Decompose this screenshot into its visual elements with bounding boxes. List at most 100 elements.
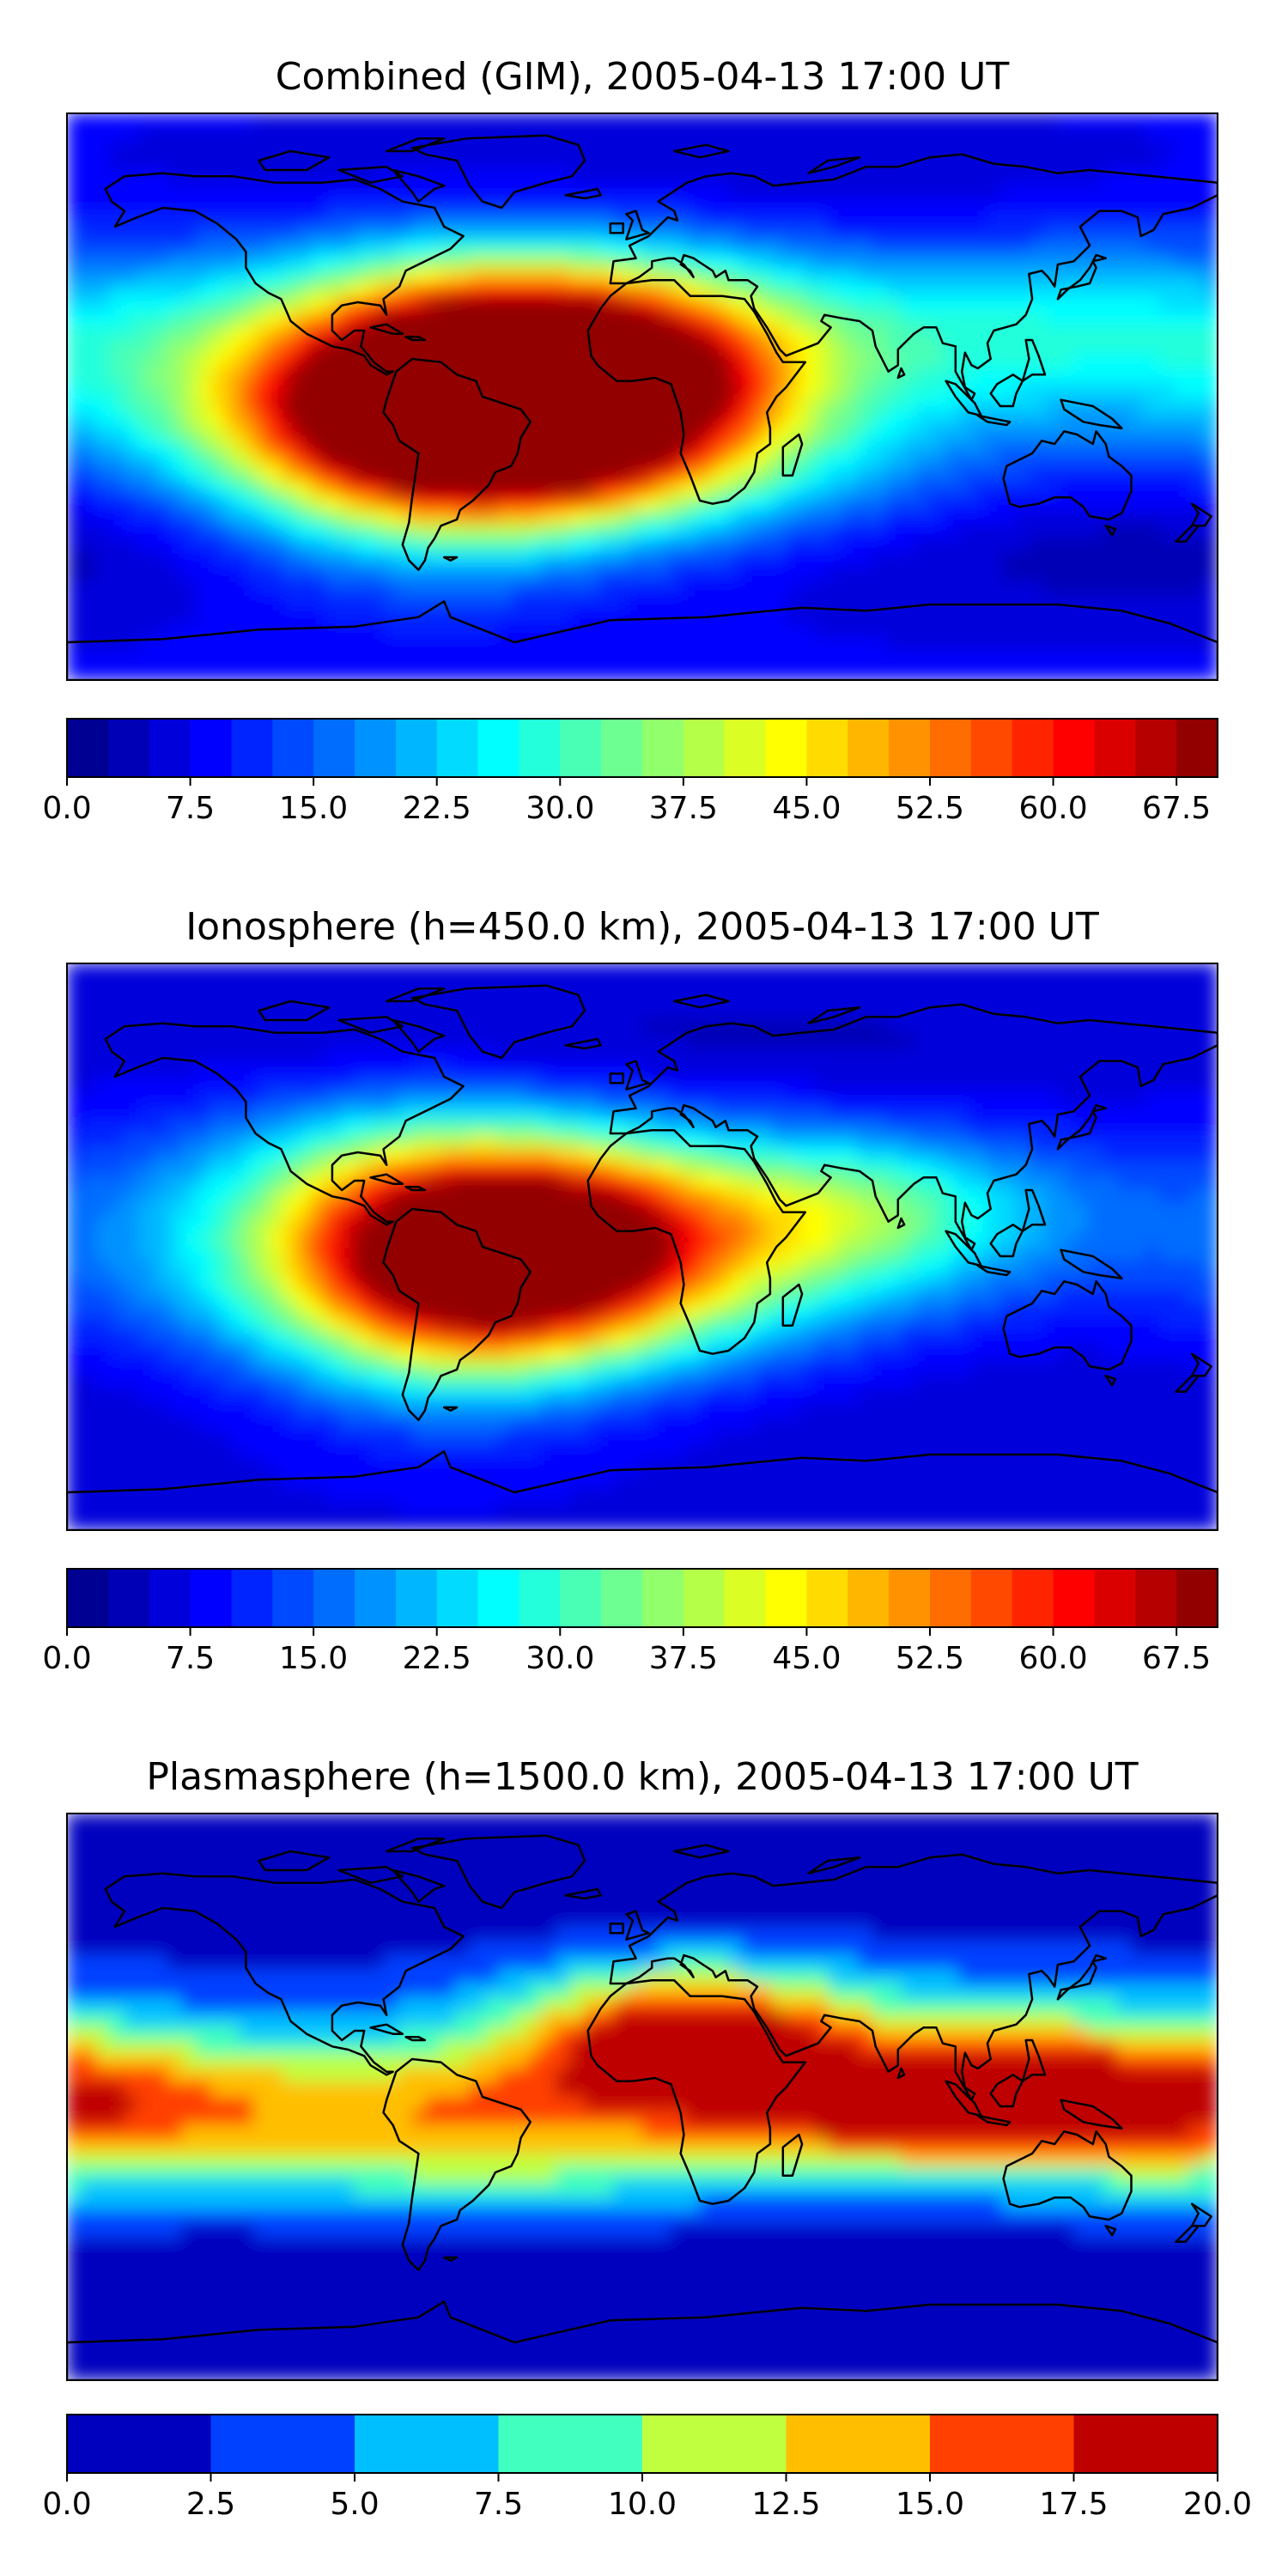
tec-cell: [181, 226, 197, 241]
tec-cell: [282, 481, 298, 496]
tec-cell: [598, 184, 614, 199]
tec-cell: [641, 368, 658, 383]
tec-cell: [901, 1246, 916, 1261]
tec-cell: [253, 184, 269, 199]
tec-cell: [1116, 1147, 1132, 1163]
tec-cell: [786, 580, 801, 596]
tec-cell: [124, 651, 140, 666]
tec-cell: [814, 1076, 830, 1091]
tec-cell: [210, 382, 226, 398]
tec-cell: [1087, 566, 1103, 581]
tec-cell: [857, 1091, 873, 1106]
tec-cell: [67, 283, 82, 298]
tec-cell: [469, 481, 485, 496]
tec-cell: [81, 637, 96, 653]
tec-cell: [354, 1261, 370, 1276]
tec-cell: [829, 1232, 844, 1248]
tec-cell: [756, 184, 773, 199]
tec-cell: [1016, 439, 1031, 454]
tec-cell: [354, 580, 370, 596]
tec-cell: [411, 1076, 428, 1091]
tec-cell: [671, 580, 686, 596]
tec-cell: [239, 113, 255, 128]
tec-cell: [886, 651, 902, 666]
tec-cell: [699, 197, 715, 213]
tec-cell: [656, 311, 671, 326]
tec-cell: [829, 226, 844, 241]
tec-cell: [728, 269, 744, 284]
tec-cell: [814, 651, 830, 666]
tec-cell: [1159, 254, 1176, 270]
tec-cell: [714, 325, 729, 341]
tec-cell: [296, 1133, 313, 1148]
tec-cell: [786, 113, 801, 128]
tec-cell: [325, 325, 341, 341]
tec-cell: [843, 538, 859, 553]
tec-cell: [339, 439, 355, 454]
tec-cell: [95, 637, 111, 653]
tec-cell: [1159, 1232, 1176, 1248]
tec-cell: [224, 609, 240, 624]
tec-cell: [684, 311, 701, 326]
tec-cell: [411, 1218, 428, 1233]
tec-cell: [296, 665, 313, 680]
tec-cell: [872, 1232, 888, 1248]
tec-cell: [569, 538, 586, 553]
tec-cell: [814, 1246, 830, 1261]
tec-cell: [569, 297, 586, 313]
tec-cell: [440, 254, 456, 270]
tec-cell: [944, 1133, 959, 1148]
tec-cell: [81, 453, 96, 468]
tec-cell: [339, 453, 355, 468]
tec-cell: [282, 184, 298, 199]
tec-cell: [296, 623, 313, 638]
tec-cell: [569, 1005, 586, 1021]
tec-cell: [684, 396, 701, 411]
tec-cell: [1188, 1232, 1204, 1248]
tec-cell: [196, 509, 211, 525]
tec-cell: [627, 552, 643, 568]
tec-cell: [641, 609, 658, 624]
tec-cell: [454, 651, 471, 666]
tec-cell: [556, 453, 571, 468]
tec-cell: [224, 977, 240, 993]
tec-cell: [598, 283, 614, 298]
tec-cell: [469, 566, 485, 581]
tec-cell: [253, 495, 269, 511]
tec-cell: [728, 1019, 744, 1035]
tec-cell: [1030, 410, 1046, 426]
tec-cell: [454, 1176, 471, 1191]
tec-cell: [627, 1048, 643, 1063]
colorbar-tick-label: 37.5: [649, 791, 718, 826]
colorbar-segment: [848, 719, 890, 777]
tec-cell: [81, 623, 96, 638]
tec-cell: [944, 1246, 959, 1261]
tec-cell: [1116, 665, 1132, 680]
tec-cell: [627, 467, 643, 483]
tec-cell: [944, 1189, 959, 1205]
tec-cell: [296, 1246, 313, 1261]
tec-cell: [799, 155, 816, 171]
tec-cell: [95, 566, 111, 581]
tec-cell: [426, 566, 441, 581]
tec-cell: [728, 311, 744, 326]
tec-cell: [469, 1189, 485, 1205]
tec-cell: [728, 169, 744, 185]
tec-cell: [253, 524, 269, 539]
tec-cell: [67, 1076, 82, 1091]
tec-cell: [397, 1218, 413, 1233]
tec-cell: [944, 339, 959, 355]
tec-cell: [814, 467, 830, 483]
tec-cell: [843, 609, 859, 624]
tec-cell: [181, 169, 197, 185]
tec-cell: [569, 963, 586, 978]
tec-cell: [67, 1204, 82, 1219]
tec-cell: [829, 637, 844, 653]
tec-cell: [914, 1048, 931, 1063]
tec-cell: [742, 1218, 758, 1233]
tec-cell: [124, 481, 140, 496]
tec-cell: [584, 580, 600, 596]
tec-cell: [440, 991, 456, 1006]
tec-cell: [569, 1119, 586, 1134]
tec-cell: [929, 226, 945, 241]
